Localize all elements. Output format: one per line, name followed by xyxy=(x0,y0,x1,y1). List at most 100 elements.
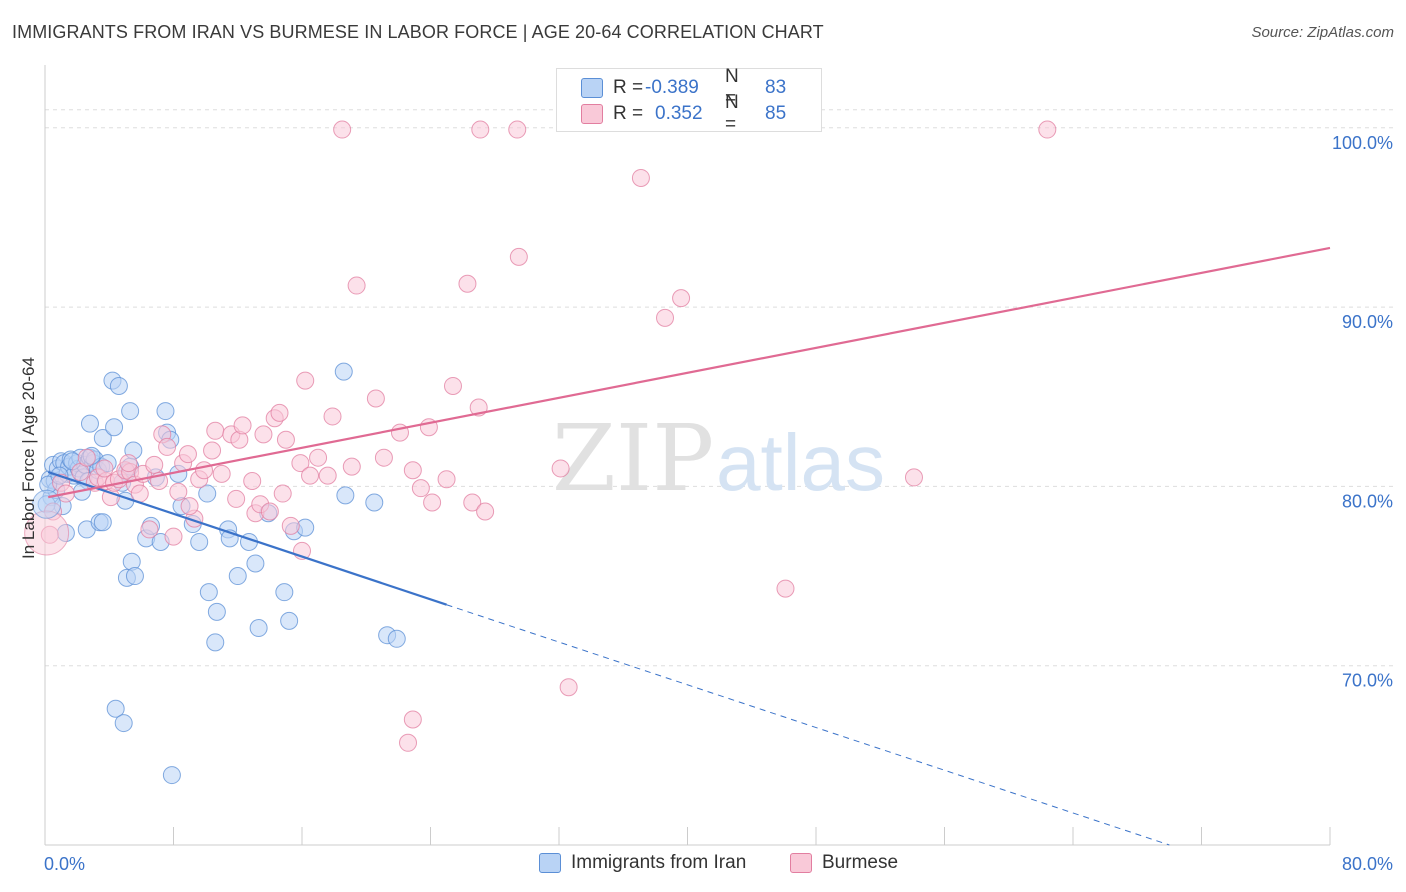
point-burmese xyxy=(169,482,188,501)
point-iran xyxy=(93,513,112,532)
watermark: ZIP atlas xyxy=(552,405,885,512)
trend-lines xyxy=(47,246,1331,846)
point-iran xyxy=(162,766,181,785)
series-swatch-burmese xyxy=(790,853,812,873)
point-iran xyxy=(365,493,384,512)
series-legend: Immigrants from Iran Burmese xyxy=(0,852,1406,876)
point-burmese xyxy=(164,527,183,546)
point-burmese xyxy=(437,470,456,489)
point-iran xyxy=(114,714,133,733)
point-iran xyxy=(246,554,265,573)
data-points xyxy=(24,120,1057,785)
point-burmese xyxy=(656,308,675,327)
point-burmese xyxy=(95,459,114,478)
point-iran xyxy=(80,414,99,433)
point-iran xyxy=(280,611,299,630)
point-burmese xyxy=(158,437,177,456)
point-burmese xyxy=(508,120,527,139)
trend-line-iran xyxy=(47,470,447,606)
point-burmese xyxy=(399,733,418,752)
point-burmese xyxy=(776,579,795,598)
point-burmese xyxy=(178,445,197,464)
y-tick-label: 70.0% xyxy=(1342,671,1393,691)
point-iran xyxy=(125,567,144,586)
point-burmese xyxy=(366,389,385,408)
series-legend-burmese: Burmese xyxy=(790,852,898,874)
point-iran xyxy=(106,699,125,718)
watermark-atlas: atlas xyxy=(716,418,885,507)
point-burmese xyxy=(212,464,231,483)
point-burmese xyxy=(559,678,578,697)
point-burmese xyxy=(254,425,273,444)
point-iran xyxy=(275,583,294,602)
x-tick-labels: 0.0% 80.0% xyxy=(44,854,1393,874)
watermark-zip: ZIP xyxy=(552,405,714,512)
point-burmese xyxy=(227,489,246,508)
point-burmese xyxy=(301,466,320,485)
correlation-legend: R = -0.389 N = 83 R = 0.352 N = 85 xyxy=(556,66,822,135)
point-burmese xyxy=(374,448,393,467)
series-legend-iran: Immigrants from Iran xyxy=(539,852,746,874)
y-axis-label: In Labor Force | Age 20-64 xyxy=(19,357,38,559)
legend-r-value-iran: -0.389 xyxy=(645,77,699,98)
point-iran xyxy=(334,362,353,381)
point-burmese xyxy=(463,493,482,512)
point-burmese xyxy=(672,289,691,308)
point-burmese xyxy=(273,484,292,503)
point-burmese xyxy=(1038,120,1057,139)
series-label-iran: Immigrants from Iran xyxy=(571,852,747,873)
point-burmese xyxy=(904,468,923,487)
x-tick-label: 80.0% xyxy=(1342,854,1393,874)
point-iran xyxy=(228,567,247,586)
source-label: Source: ZipAtlas.com xyxy=(1251,24,1394,41)
chart-title: IMMIGRANTS FROM IRAN VS BURMESE IN LABOR… xyxy=(12,22,824,42)
legend-row-iran: R = -0.389 N = 83 xyxy=(581,66,787,109)
point-iran xyxy=(198,484,217,503)
point-iran xyxy=(249,619,268,638)
point-burmese xyxy=(471,120,490,139)
point-burmese xyxy=(333,120,352,139)
point-burmese xyxy=(233,416,252,435)
point-burmese xyxy=(323,407,342,426)
y-tick-label: 100.0% xyxy=(1332,133,1393,153)
legend-swatch-burmese xyxy=(581,104,603,124)
point-iran xyxy=(121,402,140,421)
point-iran xyxy=(109,376,128,395)
point-burmese xyxy=(145,455,164,474)
point-burmese xyxy=(458,274,477,293)
point-iran xyxy=(199,583,218,602)
point-burmese xyxy=(318,466,337,485)
series-label-burmese: Burmese xyxy=(822,852,899,873)
grid-lines xyxy=(45,109,1395,667)
point-iran xyxy=(206,633,225,652)
point-iran xyxy=(32,489,62,519)
legend-row-burmese: R = 0.352 N = 85 xyxy=(581,92,786,135)
point-burmese xyxy=(270,403,289,422)
y-tick-labels: 70.0% 80.0% 90.0% 100.0% xyxy=(1332,133,1393,691)
point-burmese xyxy=(203,441,222,460)
legend-r-value-burmese: 0.352 xyxy=(655,103,703,124)
point-burmese xyxy=(195,461,214,480)
point-burmese xyxy=(423,493,442,512)
point-burmese xyxy=(551,459,570,478)
point-burmese xyxy=(180,497,199,516)
x-tick-label: 0.0% xyxy=(44,854,85,874)
point-burmese xyxy=(509,247,528,266)
point-burmese xyxy=(347,276,366,295)
point-burmese xyxy=(206,421,225,440)
point-burmese xyxy=(411,479,430,498)
point-burmese xyxy=(309,448,328,467)
point-iran xyxy=(105,418,124,437)
point-burmese xyxy=(140,520,159,539)
point-iran xyxy=(207,602,226,621)
series-swatch-iran xyxy=(539,853,561,873)
point-burmese xyxy=(342,457,361,476)
trend-line-iran-projection xyxy=(446,604,1170,846)
point-burmese xyxy=(119,454,138,473)
legend-n-value-iran: 83 xyxy=(765,77,787,98)
point-burmese xyxy=(631,168,650,187)
point-burmese xyxy=(296,371,315,390)
legend-n-label: N = xyxy=(725,92,739,135)
point-iran xyxy=(93,428,112,447)
